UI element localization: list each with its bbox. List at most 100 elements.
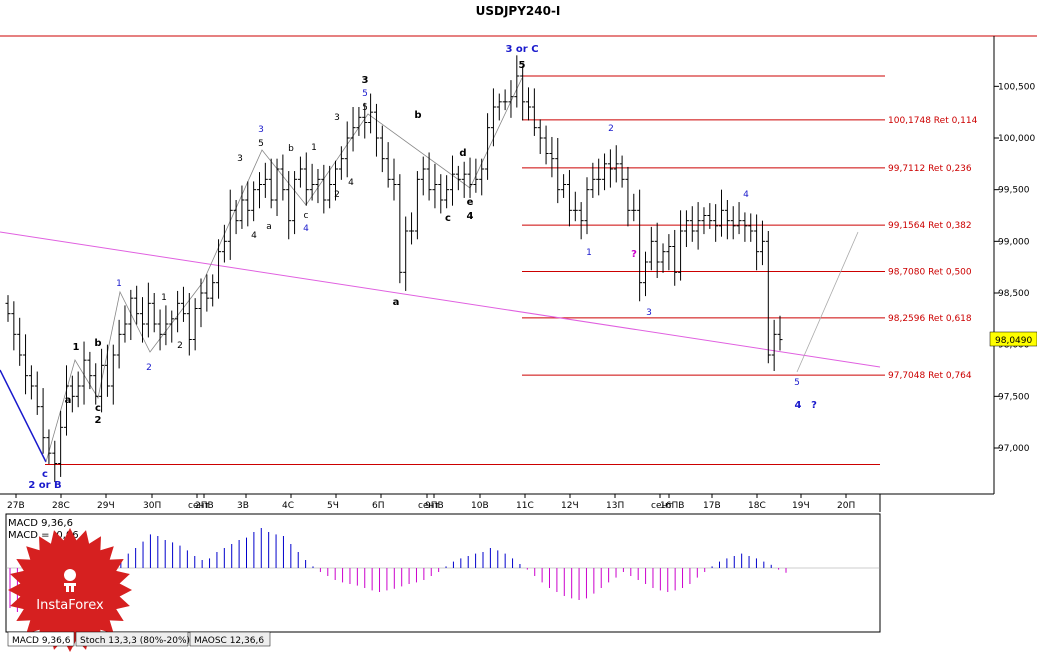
indicator-tab-bg (7, 631, 75, 647)
price-bar (771, 319, 777, 372)
price-bar (40, 388, 46, 454)
price-bar (134, 285, 140, 325)
fib-level-label: 99,7112 Ret 0,236 (888, 164, 972, 174)
pink-trend-line (0, 231, 881, 368)
price-bar (262, 162, 268, 198)
price-bar (34, 371, 40, 415)
x-tick-label: 12Ч (561, 501, 579, 511)
x-tick-label: 6П (372, 501, 385, 511)
fibonacci-levels: 100,1748 Ret 0,114 99,7112 Ret 0,236 99,15… (45, 75, 978, 466)
price-bar (116, 319, 122, 369)
wave-label: e (467, 197, 474, 208)
price-bar (175, 290, 181, 333)
x-tick-label: 18C (748, 501, 766, 511)
indicator-tabs[interactable]: MACD 9,36,6 Stoch 13,3,3 (80%-20%) MAOSC 1… (7, 631, 271, 647)
price-bar (444, 175, 450, 209)
wave-label: 2 (146, 363, 152, 373)
macd-panel (5, 513, 881, 633)
x-tick-label: 3B (237, 501, 249, 511)
y-tick-label: 97,500 (998, 392, 1030, 402)
price-bar (145, 282, 151, 338)
price-bar (555, 138, 561, 204)
wave-label: 1 (311, 143, 317, 153)
wave-label: 3 (362, 75, 369, 86)
price-bar (46, 429, 52, 465)
price-bar (104, 344, 110, 397)
current-price-box (989, 331, 1037, 347)
fib-level-label: 100,1748 Ret 0,114 (888, 116, 978, 126)
price-bar (75, 371, 81, 408)
price-bar (695, 202, 701, 250)
wave-label: 4 (743, 190, 749, 200)
x-tick-label: 2ПВ (195, 501, 214, 511)
price-bar (58, 410, 64, 477)
price-bar (274, 158, 280, 217)
price-bar (432, 163, 438, 209)
price-bar (607, 149, 613, 188)
wave-label: c (445, 213, 451, 224)
price-bar (309, 163, 315, 201)
indicator-tab-label: MACD 9,36,6 (12, 636, 71, 646)
wave-label: 5 (258, 139, 264, 149)
price-bar (338, 146, 344, 180)
wave-line-gray (45, 77, 523, 463)
price-bar (461, 161, 467, 198)
wave-label: 3 (237, 154, 243, 164)
price-bar (403, 216, 409, 291)
price-bar (449, 155, 455, 206)
price-bar (584, 177, 590, 235)
price-bar (479, 158, 485, 196)
price-bar (426, 152, 432, 201)
price-bar (619, 155, 625, 188)
price-bar (613, 145, 619, 183)
price-bar (648, 226, 654, 271)
price-bar (707, 203, 713, 229)
price-bar (63, 365, 69, 436)
indicator-tab[interactable]: Stoch 13,3,3 (80%-20%) (75, 631, 190, 647)
price-bars (5, 55, 783, 483)
y-tick-label: 97,000 (998, 444, 1030, 454)
wave-label: 1 (116, 279, 122, 289)
wave-label: 3 (258, 125, 264, 135)
price-bar (572, 191, 578, 222)
price-bar (397, 174, 403, 284)
x-tick-label: 13П (606, 501, 624, 511)
wave-label: b (288, 144, 294, 154)
wave-label: d (459, 148, 466, 159)
x-tick-label: 20П (837, 501, 855, 511)
price-bar (596, 158, 602, 196)
wave-label: 3 (334, 113, 340, 123)
price-bar (490, 88, 496, 147)
price-bar (414, 171, 420, 240)
price-bar (473, 158, 479, 193)
price-bar (192, 298, 198, 351)
price-bar (409, 212, 415, 245)
price-bar (373, 103, 379, 157)
price-bar (391, 158, 397, 201)
price-bar (239, 185, 245, 229)
macd-label: MACD 9,36,6 (8, 518, 73, 529)
price-bar (204, 274, 210, 312)
price-bar (660, 243, 666, 273)
price-bar (508, 80, 514, 118)
price-bar (245, 181, 251, 227)
wave-label: a (65, 395, 72, 406)
price-bar (233, 200, 239, 235)
price-bar (654, 222, 660, 279)
price-bar (368, 93, 374, 134)
instaforex-logo: InstaForex (8, 528, 132, 652)
price-bar (438, 174, 444, 214)
indicator-tab[interactable]: MAOSC 12,36,6 (189, 631, 271, 647)
price-bar (333, 160, 339, 201)
price-bar (379, 125, 385, 173)
price-bar (5, 295, 11, 322)
price-axis: 100,500100,00099,50099,00098,50098,00097… (994, 82, 1035, 454)
indicator-tab[interactable]: MACD 9,36,6 (7, 631, 75, 647)
trend-lines (0, 77, 881, 463)
x-tick-label: 5Ч (327, 501, 339, 511)
price-bar (543, 125, 549, 165)
wave-label: 2 (95, 415, 102, 426)
wave-label: 4 (348, 178, 354, 188)
